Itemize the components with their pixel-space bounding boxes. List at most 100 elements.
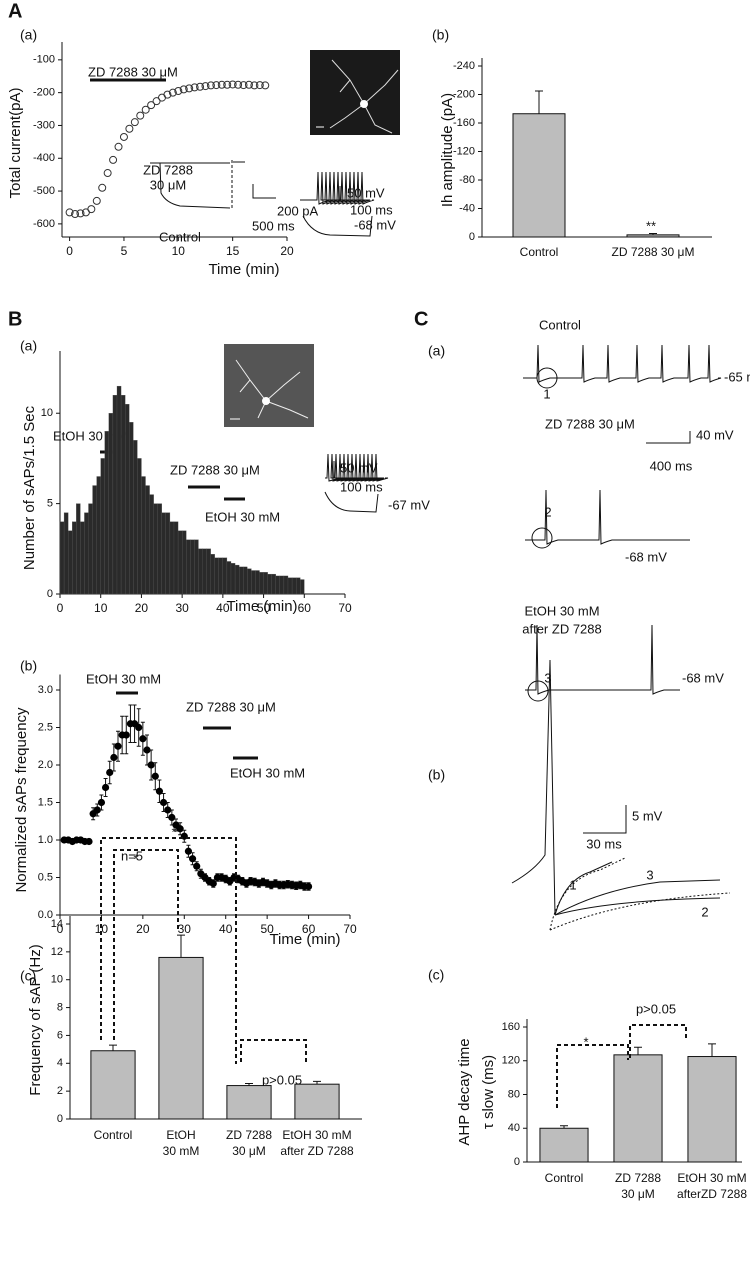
histogram-bar [181,530,187,595]
point [174,87,183,96]
significance-bracket [556,1044,629,1108]
y-tick-label: 4 [57,1057,63,1069]
histogram-bar [112,395,118,595]
y-axis-title: Number of sAPs/1.5 Sec [21,405,38,570]
point [119,132,128,141]
y-tick-label: 6 [57,1029,63,1041]
panel-label: (b) [432,27,449,43]
histogram-bar [230,563,236,595]
histogram-bar [222,557,228,595]
error-bar [177,934,185,958]
panel-label: (a) [20,338,37,354]
micrograph [310,50,400,135]
bar [613,1054,663,1163]
annotation: * [133,851,138,866]
point [168,813,176,822]
histogram-bar [108,413,114,595]
scale-bar [646,431,691,444]
trace [324,491,379,513]
panel-label: (b) [428,767,445,783]
x-tick-label: 70 [338,601,352,615]
point [250,81,259,90]
y-tick-label: 0 [57,1113,63,1125]
trace-label: after ZD 7288 [522,621,602,636]
histogram-bar [157,503,162,595]
point [176,825,184,833]
histogram-bar [190,539,195,595]
point [143,746,151,754]
annotation: * [171,824,176,839]
bar [158,956,204,1120]
point [109,155,118,164]
panel-label: (c) [20,968,36,984]
x-tick-label: ZD 7288 [615,1171,661,1185]
y-tick-label: -120 [453,145,475,157]
trace [150,162,231,209]
y-axis-title: τ slow (ms) [480,1055,497,1129]
histogram-bar [104,431,110,595]
point [98,183,107,192]
bar [626,234,680,238]
histogram-bar [194,539,199,595]
histogram-bar [186,539,191,595]
panel-label: B [8,308,22,330]
y-tick-label: 0 [469,231,475,243]
trace-label: 3 [646,867,653,882]
y-tick-label: 3.0 [38,684,53,696]
annotation: 200 pA [277,203,319,218]
y-tick-label: 120 [502,1055,520,1067]
point [206,81,215,90]
y-axis-title: AHP decay time [456,1038,473,1145]
point [76,209,85,218]
histogram-bar [173,521,179,595]
annotation: ZD 7288 30 μM [88,64,178,79]
error-bar [245,1082,253,1086]
x-tick-label: 60 [302,922,316,936]
x-tick-label: afterZD 7288 [677,1187,747,1201]
histogram-bar [271,573,276,595]
x-tick-label: 15 [226,244,240,258]
histogram-bar [161,512,167,595]
point [85,837,93,846]
trace-label: 1 [569,877,576,892]
histogram-bar [137,458,142,595]
point [122,731,130,739]
point [179,85,188,94]
y-tick-label: -160 [453,117,475,129]
y-tick-label: 14 [51,918,63,930]
annotation: p>0.05 [636,1001,676,1016]
x-tick-label: 0 [66,244,73,258]
x-tick-label: 30 mM [163,1144,200,1158]
y-tick-label: 2 [57,1085,63,1097]
point [130,118,139,127]
point [234,80,243,89]
point [136,111,145,120]
point [193,862,201,870]
panel-label: A [8,0,22,22]
y-tick-label: -300 [33,119,55,131]
y-tick-label: -200 [453,88,475,100]
annotation: ** [646,218,656,233]
point [103,169,112,178]
point [261,81,270,90]
trace [525,489,690,545]
point [101,783,110,792]
y-tick-label: 2.5 [38,721,53,733]
histogram-bar [133,440,138,595]
y-tick-label: 1.0 [38,834,53,846]
histogram-bar [214,557,219,595]
trace-label: EtOH 30 mM [524,603,599,618]
histogram-bar [141,476,146,595]
point [168,88,177,97]
scale-bar [339,186,348,201]
panel-label: (c) [428,967,444,983]
trace-label: Control [539,317,581,332]
x-tick-label: 20 [135,601,149,615]
scale-bar [252,184,276,199]
point [106,768,114,777]
significance-bracket [629,1024,687,1058]
trace-label: 40 mV [696,427,734,442]
x-tick-label: Control [520,245,559,259]
y-tick-label: -240 [453,60,475,72]
trace-label: -68 mV [682,670,724,685]
